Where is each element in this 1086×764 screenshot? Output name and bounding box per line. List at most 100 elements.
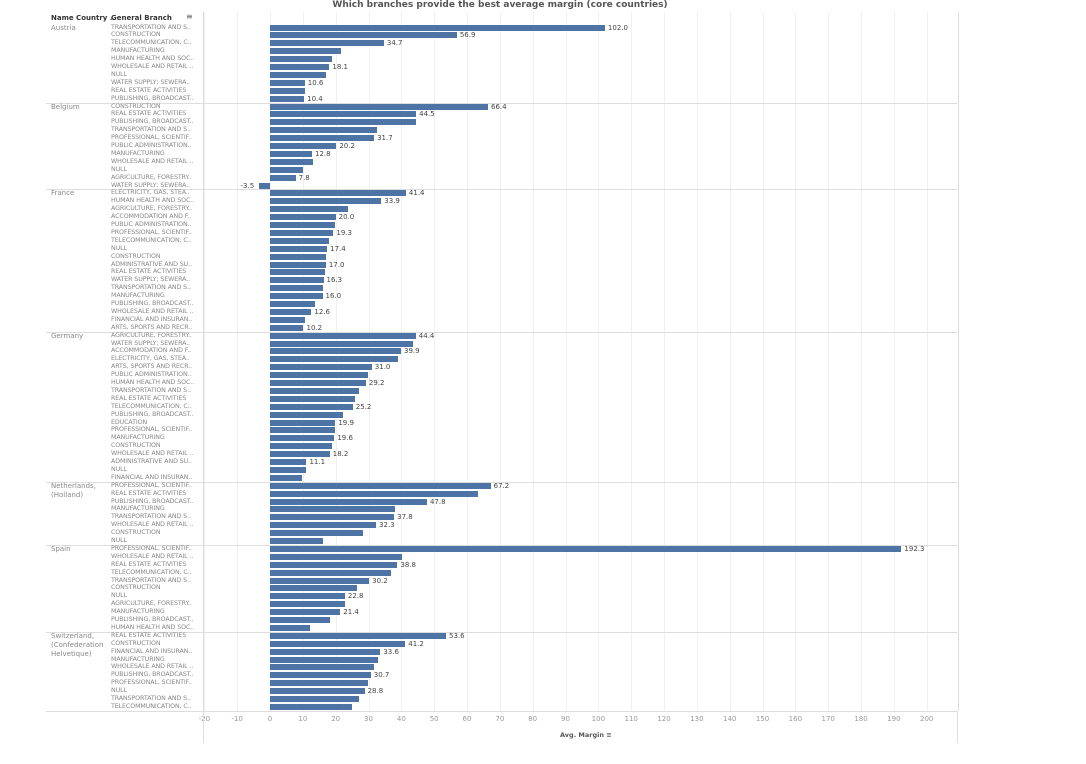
bar[interactable] (270, 269, 326, 276)
sort-descending-icon[interactable]: ≡ (606, 731, 612, 739)
bar[interactable] (270, 443, 332, 450)
bar[interactable] (270, 553, 403, 560)
bar[interactable] (270, 277, 324, 284)
bar[interactable] (270, 585, 357, 592)
bar[interactable] (270, 301, 316, 307)
bar[interactable] (270, 24, 605, 31)
bar[interactable] (270, 56, 332, 63)
bar[interactable] (270, 498, 427, 505)
bar[interactable] (270, 222, 336, 228)
bar[interactable] (270, 411, 343, 418)
bar[interactable] (270, 395, 355, 402)
bar[interactable] (270, 672, 371, 679)
bar[interactable] (270, 609, 341, 616)
bar[interactable] (270, 103, 489, 110)
bar[interactable] (270, 482, 491, 489)
bar[interactable] (258, 182, 270, 189)
bar[interactable] (270, 143, 337, 149)
branch-label: PUBLISHING, BROADCAST.. (111, 497, 194, 505)
bar[interactable] (270, 617, 331, 623)
bar[interactable] (270, 40, 384, 47)
bar[interactable] (270, 119, 416, 126)
bar[interactable] (270, 308, 312, 315)
bar[interactable] (270, 48, 341, 55)
bar[interactable] (270, 71, 326, 78)
bar[interactable] (270, 664, 375, 671)
bar[interactable] (270, 656, 379, 663)
bar[interactable] (270, 285, 324, 292)
x-axis-title[interactable]: Avg. Margin ≡ (560, 731, 612, 739)
bar[interactable] (270, 530, 364, 537)
bar[interactable] (270, 150, 313, 157)
branch-label: PROFESSIONAL, SCIENTIF.. (111, 679, 192, 687)
bar[interactable] (270, 237, 330, 244)
bar[interactable] (270, 387, 360, 394)
bar[interactable] (270, 632, 446, 639)
bar[interactable] (270, 569, 391, 576)
bar[interactable] (270, 419, 336, 426)
bar[interactable] (270, 561, 398, 568)
bar[interactable] (270, 316, 306, 323)
bar[interactable] (270, 696, 359, 702)
bar[interactable] (270, 32, 457, 39)
bar[interactable] (270, 490, 479, 497)
bar[interactable] (270, 166, 304, 173)
bar[interactable] (270, 474, 302, 481)
bar[interactable] (270, 293, 323, 300)
bar[interactable] (270, 324, 304, 331)
bar[interactable] (270, 198, 382, 205)
bar[interactable] (270, 514, 395, 521)
bar[interactable] (270, 190, 406, 197)
bar[interactable] (270, 229, 334, 236)
x-tick-label: 50 (429, 715, 439, 723)
bar[interactable] (270, 95, 305, 102)
bar[interactable] (270, 640, 406, 647)
branch-label: TRANSPORTATION AND S.. (111, 386, 191, 394)
bar[interactable] (270, 522, 377, 529)
bar[interactable] (270, 545, 902, 552)
bar[interactable] (270, 135, 375, 142)
bar[interactable] (270, 111, 417, 118)
bar[interactable] (270, 64, 330, 70)
branch-label: ACCOMMODATION AND F.. (111, 347, 192, 355)
bar[interactable] (270, 688, 365, 695)
bar[interactable] (270, 380, 366, 386)
bar[interactable] (270, 459, 307, 465)
bar[interactable] (270, 174, 296, 181)
gridline (664, 12, 666, 711)
bar[interactable] (270, 680, 369, 687)
bar[interactable] (270, 245, 328, 252)
branch-label: PROFESSIONAL, SCIENTIF.. (111, 228, 192, 236)
bar[interactable] (270, 451, 330, 458)
bar[interactable] (270, 427, 335, 434)
bar[interactable] (270, 506, 396, 513)
bar[interactable] (270, 648, 381, 655)
bar[interactable] (270, 332, 416, 339)
bar[interactable] (270, 206, 349, 213)
bar[interactable] (270, 601, 345, 608)
bar[interactable] (270, 364, 372, 371)
bar[interactable] (270, 403, 353, 410)
gridline (729, 12, 731, 711)
bar[interactable] (270, 127, 378, 134)
bar[interactable] (270, 538, 324, 544)
bar[interactable] (270, 466, 306, 473)
branch-column-header[interactable]: General Branch (111, 14, 172, 22)
bar[interactable] (270, 703, 353, 710)
bar[interactable] (270, 435, 335, 442)
bar[interactable] (270, 577, 370, 584)
bar[interactable] (270, 87, 306, 94)
bar[interactable] (270, 340, 414, 347)
sort-descending-icon[interactable]: ≡ (186, 12, 193, 21)
bar[interactable] (270, 356, 398, 363)
bar[interactable] (270, 372, 368, 379)
bar[interactable] (270, 158, 313, 165)
bar[interactable] (270, 261, 326, 268)
bar[interactable] (270, 624, 311, 631)
bar[interactable] (270, 214, 336, 221)
bar[interactable] (270, 593, 345, 600)
bar[interactable] (270, 348, 401, 355)
country-column-header[interactable]: Name Country .. (51, 14, 116, 22)
bar[interactable] (270, 253, 327, 260)
bar[interactable] (270, 79, 305, 86)
